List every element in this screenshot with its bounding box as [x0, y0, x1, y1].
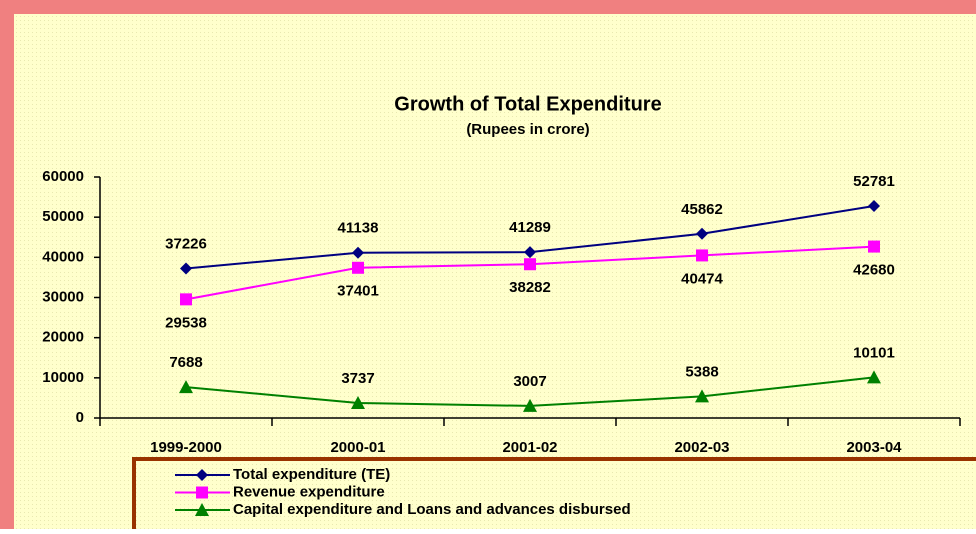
- chart-title: Growth of Total Expenditure: [394, 93, 661, 115]
- marker: [696, 227, 708, 240]
- y-tick-label: 50000: [42, 208, 84, 225]
- data-label: 41138: [338, 220, 379, 237]
- marker: [868, 240, 880, 253]
- marker: [195, 503, 209, 516]
- data-label: 42680: [853, 262, 895, 279]
- x-tick-label: 2002-03: [674, 439, 729, 456]
- marker: [524, 258, 536, 271]
- y-tick-label: 0: [76, 409, 84, 426]
- marker: [196, 486, 208, 499]
- y-tick-label: 20000: [42, 329, 84, 346]
- marker: [180, 262, 192, 275]
- marker: [179, 380, 193, 394]
- data-label: 52781: [853, 173, 895, 190]
- marker: [196, 469, 208, 481]
- marker: [523, 398, 537, 412]
- data-label: 41289: [509, 219, 551, 236]
- x-tick-label: 2001-02: [502, 439, 557, 456]
- chart-subtitle: (Rupees in crore): [466, 121, 589, 138]
- x-tick-label: 2000-01: [330, 439, 385, 456]
- y-tick-label: 30000: [42, 288, 84, 305]
- legend-box: [132, 457, 976, 534]
- marker: [868, 199, 880, 212]
- marker: [695, 389, 709, 403]
- marker: [524, 246, 536, 259]
- data-label: 7688: [169, 354, 202, 371]
- data-label: 5388: [685, 363, 718, 380]
- marker: [696, 249, 708, 262]
- legend-label: Capital expenditure and Loans and advanc…: [233, 501, 631, 518]
- x-tick-label: 1999-2000: [150, 439, 222, 456]
- marker: [180, 293, 192, 306]
- data-label: 37226: [165, 235, 207, 252]
- data-label: 10101: [853, 344, 895, 361]
- legend-label: Total expenditure (TE): [233, 466, 390, 483]
- y-tick-label: 60000: [42, 168, 84, 185]
- marker: [351, 395, 365, 409]
- data-label: 3737: [341, 370, 374, 387]
- x-tick-label: 2003-04: [846, 439, 902, 456]
- data-label: 38282: [509, 279, 551, 296]
- legend-label: Revenue expenditure: [233, 483, 385, 500]
- data-label: 45862: [681, 201, 723, 218]
- data-label: 29538: [165, 314, 207, 331]
- data-label: 37401: [337, 283, 379, 300]
- y-tick-label: 10000: [42, 369, 84, 386]
- data-label: 3007: [513, 373, 546, 390]
- marker: [867, 370, 881, 384]
- marker: [352, 261, 364, 274]
- marker: [352, 246, 364, 259]
- data-label: 40474: [681, 270, 723, 287]
- y-tick-label: 40000: [42, 248, 84, 265]
- plot-background: [14, 14, 976, 529]
